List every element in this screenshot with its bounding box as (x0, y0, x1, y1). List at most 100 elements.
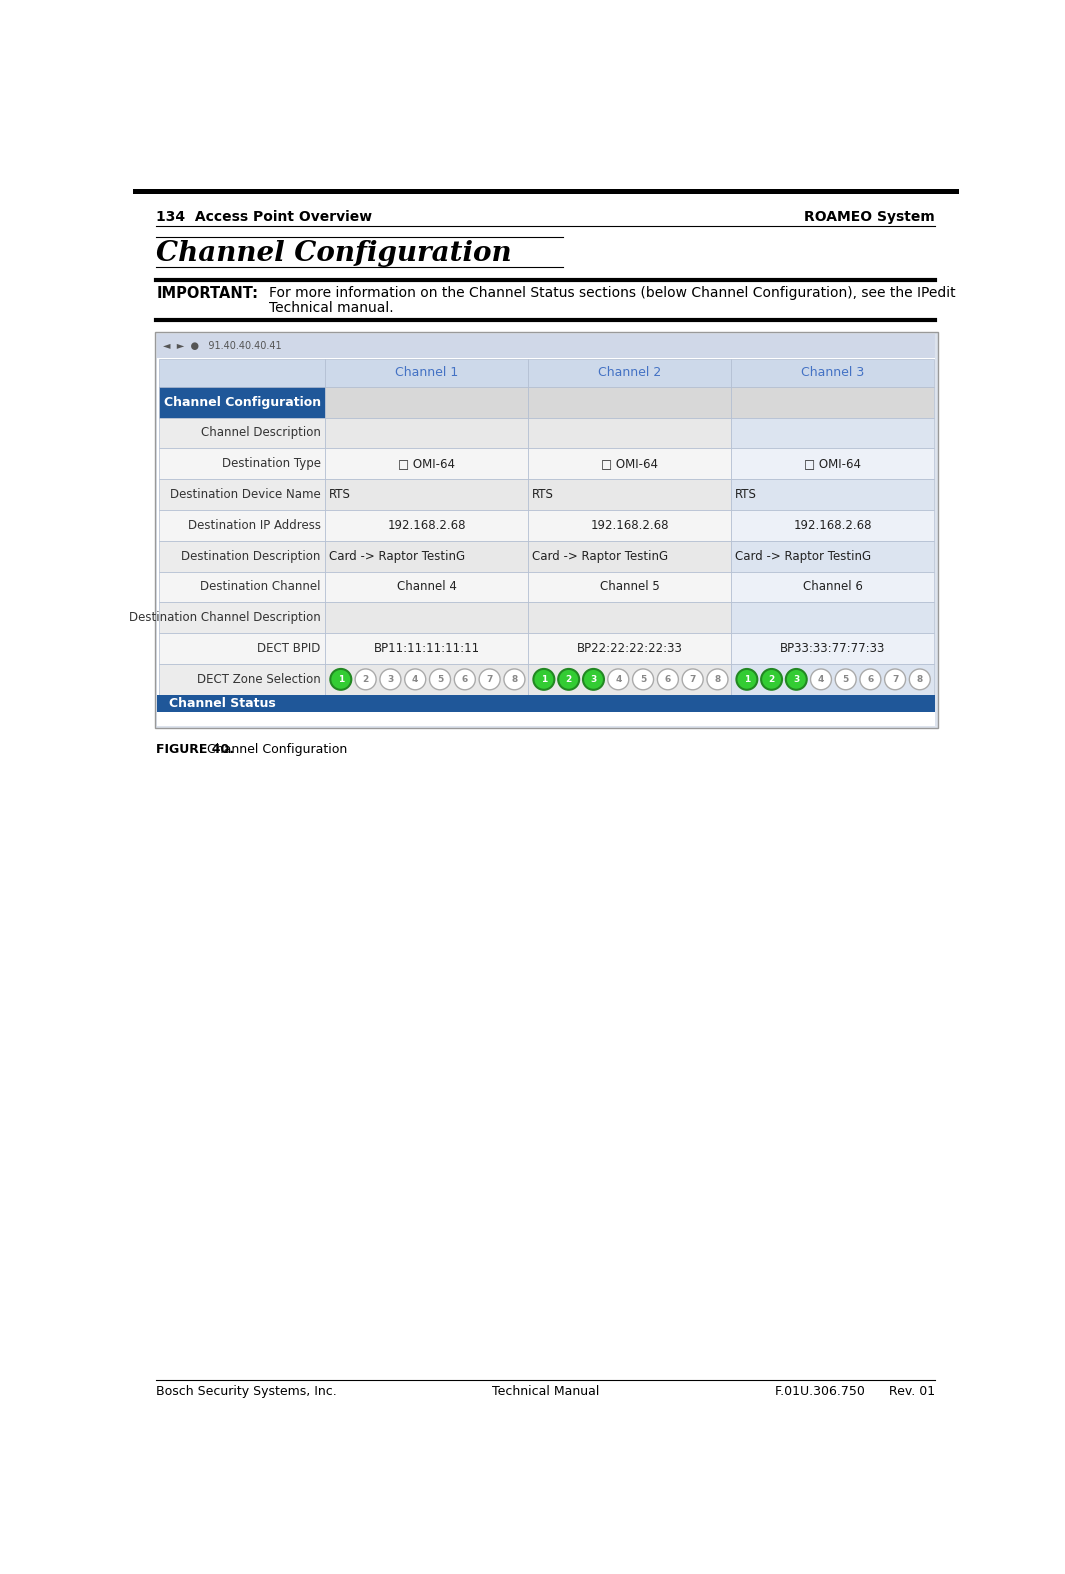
Text: Destination Channel: Destination Channel (200, 581, 321, 593)
Bar (325, 633, 528, 664)
Bar (158, 334, 935, 357)
Text: 4: 4 (412, 675, 419, 683)
Text: Channel 3: Channel 3 (801, 367, 864, 379)
Bar (732, 449, 934, 478)
Bar (732, 541, 934, 571)
Bar (159, 603, 325, 633)
Text: Destination Channel Description: Destination Channel Description (129, 611, 321, 625)
Text: 2: 2 (566, 675, 572, 683)
Text: 3: 3 (793, 675, 800, 683)
Circle shape (761, 669, 782, 689)
Text: 192.168.2.68: 192.168.2.68 (388, 519, 466, 532)
Text: 5: 5 (842, 675, 849, 683)
Text: 192.168.2.68: 192.168.2.68 (793, 519, 872, 532)
Text: Destination IP Address: Destination IP Address (187, 519, 321, 532)
Text: BP11:11:11:11:11: BP11:11:11:11:11 (374, 642, 480, 655)
Bar (528, 387, 732, 417)
Text: DECT BPID: DECT BPID (258, 642, 321, 655)
Text: 4: 4 (616, 675, 622, 683)
Bar (159, 541, 325, 571)
Text: 8: 8 (715, 675, 721, 683)
Bar (732, 417, 934, 449)
Circle shape (835, 669, 856, 689)
Text: 134  Access Point Overview: 134 Access Point Overview (157, 211, 373, 225)
Bar (732, 633, 934, 664)
Circle shape (859, 669, 881, 689)
Text: Card -> Raptor TestinG: Card -> Raptor TestinG (532, 549, 669, 562)
Bar (528, 478, 732, 510)
Circle shape (657, 669, 678, 689)
Bar (159, 417, 325, 449)
Text: 1: 1 (743, 675, 750, 683)
Bar (325, 359, 528, 387)
Circle shape (810, 669, 832, 689)
Bar (528, 541, 732, 571)
Bar (528, 664, 732, 694)
Circle shape (885, 669, 905, 689)
Text: 6: 6 (867, 675, 873, 683)
Text: 5: 5 (437, 675, 443, 683)
Bar (154, 332, 937, 727)
Text: 6: 6 (462, 675, 468, 683)
Text: RTS: RTS (532, 488, 554, 501)
Text: Destination Device Name: Destination Device Name (170, 488, 321, 501)
Text: Channel 5: Channel 5 (600, 581, 660, 593)
Circle shape (558, 669, 579, 689)
Bar (732, 510, 934, 541)
Text: □ OMI-64: □ OMI-64 (602, 458, 658, 471)
Bar (528, 571, 732, 603)
Bar (158, 694, 935, 711)
Text: Channel Configuration: Channel Configuration (157, 239, 512, 266)
Bar (325, 478, 528, 510)
Text: BP22:22:22:22:33: BP22:22:22:22:33 (577, 642, 683, 655)
Text: RTS: RTS (329, 488, 351, 501)
Circle shape (479, 669, 501, 689)
Circle shape (583, 669, 604, 689)
Text: 1: 1 (338, 675, 344, 683)
Circle shape (633, 669, 654, 689)
Bar (325, 603, 528, 633)
Text: 3: 3 (590, 675, 596, 683)
Circle shape (330, 669, 351, 689)
Text: F.01U.306.750      Rev. 01: F.01U.306.750 Rev. 01 (775, 1385, 935, 1398)
Bar (528, 510, 732, 541)
Text: Channel Status: Channel Status (168, 697, 276, 710)
Bar (159, 571, 325, 603)
Bar (528, 603, 732, 633)
Text: For more information on the Channel Status sections (below Channel Configuration: For more information on the Channel Stat… (268, 286, 955, 301)
Bar (325, 571, 528, 603)
Text: Destination Type: Destination Type (222, 458, 321, 471)
Circle shape (534, 669, 555, 689)
Text: Channel Description: Channel Description (201, 427, 321, 439)
Text: 2: 2 (362, 675, 368, 683)
Circle shape (355, 669, 376, 689)
Text: 7: 7 (891, 675, 898, 683)
Text: Channel Configuration: Channel Configuration (164, 395, 321, 409)
Text: Bosch Security Systems, Inc.: Bosch Security Systems, Inc. (157, 1385, 338, 1398)
Text: □ OMI-64: □ OMI-64 (804, 458, 862, 471)
Bar (325, 449, 528, 478)
Text: 8: 8 (511, 675, 518, 683)
Text: Channel 2: Channel 2 (599, 367, 661, 379)
Circle shape (405, 669, 426, 689)
Text: IMPORTANT:: IMPORTANT: (157, 286, 259, 301)
Text: 2: 2 (769, 675, 774, 683)
Text: Channel 4: Channel 4 (397, 581, 457, 593)
Bar (325, 417, 528, 449)
Bar (325, 510, 528, 541)
Text: Channel 6: Channel 6 (803, 581, 863, 593)
Circle shape (786, 669, 807, 689)
Text: Card -> Raptor TestinG: Card -> Raptor TestinG (329, 549, 465, 562)
Bar (732, 387, 934, 417)
Bar (325, 387, 528, 417)
Bar (528, 633, 732, 664)
Circle shape (429, 669, 450, 689)
Circle shape (504, 669, 525, 689)
Bar (528, 359, 732, 387)
Circle shape (380, 669, 400, 689)
Text: 3: 3 (388, 675, 394, 683)
Circle shape (910, 669, 930, 689)
Text: Destination Description: Destination Description (181, 549, 321, 562)
Bar (325, 541, 528, 571)
Bar (159, 387, 325, 417)
